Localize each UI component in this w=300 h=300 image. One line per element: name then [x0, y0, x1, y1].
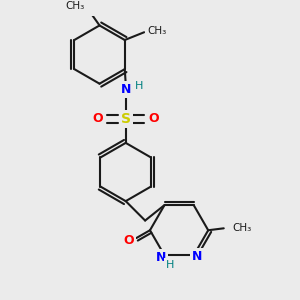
Text: CH₃: CH₃	[147, 26, 166, 36]
Text: N: N	[155, 251, 166, 264]
Text: H: H	[166, 260, 175, 270]
Text: CH₃: CH₃	[66, 1, 85, 11]
Text: CH₃: CH₃	[232, 223, 252, 233]
Text: N: N	[192, 250, 203, 263]
Text: S: S	[121, 112, 131, 126]
Text: O: O	[148, 112, 159, 125]
Text: H: H	[135, 81, 143, 91]
Text: N: N	[121, 83, 131, 96]
Text: O: O	[123, 234, 134, 248]
Text: O: O	[92, 112, 103, 125]
